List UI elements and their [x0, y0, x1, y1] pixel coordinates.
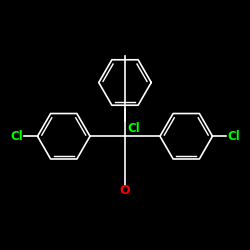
- Text: Cl: Cl: [227, 130, 240, 143]
- Text: Cl: Cl: [128, 122, 140, 136]
- Text: O: O: [120, 184, 130, 196]
- Text: Cl: Cl: [10, 130, 23, 143]
